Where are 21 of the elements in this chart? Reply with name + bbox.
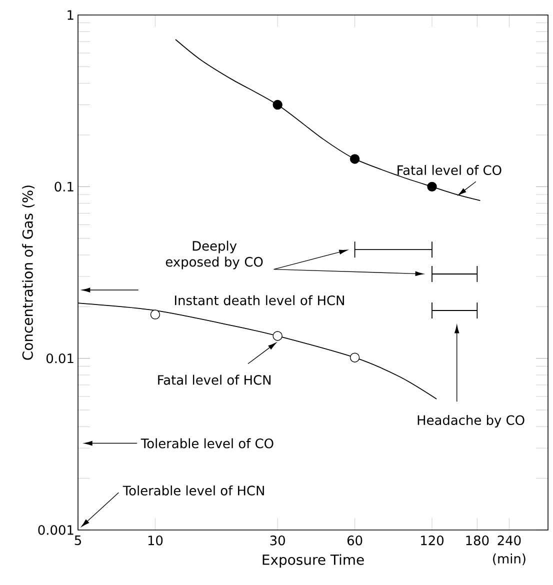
x-tick-label: 120 [421, 536, 444, 546]
annotation: Instant death level of HCN [174, 295, 344, 306]
annotation: Deeply exposed by CO [166, 240, 263, 270]
annotation: Tolerable level of CO [140, 438, 274, 448]
annotation: Tolerable level of HCN [122, 485, 264, 496]
text: (min) [493, 554, 526, 566]
y-tick-label: 0.001 [38, 525, 74, 535]
y-tick-label: 0.1 [54, 182, 74, 192]
x-tick-label: 180 [466, 536, 489, 546]
x-tick-label: 30 [270, 536, 285, 546]
x-tick-label: 10 [148, 536, 163, 546]
annotation: Fatal level of CO [398, 165, 502, 176]
y-axis-title: Concentration of Gas (%) [22, 186, 35, 360]
x-tick-label: 5 [74, 536, 81, 546]
x-tick-label: 60 [347, 536, 362, 546]
x-tick-label: 240 [498, 536, 521, 546]
y-tick-label: 1 [68, 10, 74, 20]
x-axis-title: Exposure Time [262, 554, 364, 568]
annotation: Headache by CO [418, 414, 524, 428]
y-tick-label: 0.01 [46, 353, 74, 364]
annotation: Fatal level of HCN [158, 374, 270, 385]
